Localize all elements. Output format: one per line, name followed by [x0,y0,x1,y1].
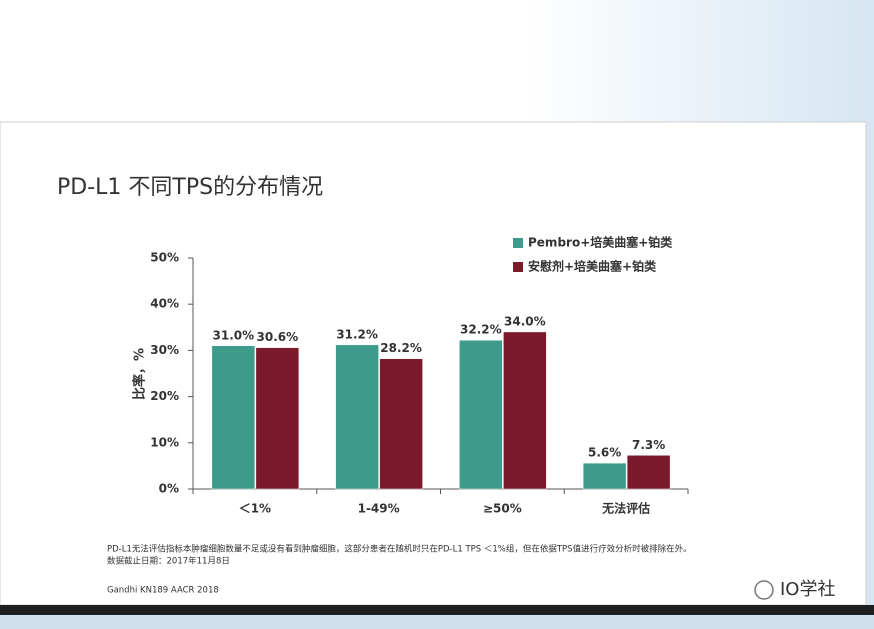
y-tick-label: 10% [150,435,179,449]
bar [255,347,300,490]
bottom-band [0,605,874,615]
bar [626,455,671,490]
x-tick-label: ≥50% [483,502,522,516]
value-label: 7.3% [632,438,665,452]
slide-panel [0,121,867,606]
x-tick-label: 1-49% [358,502,400,516]
y-axis-label: 比率，% [132,348,148,400]
y-tick-label: 30% [150,343,179,357]
legend-label: Pembro+培美曲塞+铂类 [528,235,673,250]
x-tick-label: 无法评估 [601,501,650,516]
y-tick-label: 20% [150,389,179,403]
value-label: 31.0% [213,328,255,342]
x-tick-label: ＜1% [239,502,271,516]
value-label: 31.2% [336,327,378,341]
legend-label: 安慰剂+培美曲塞+铂类 [528,259,657,274]
value-label: 5.6% [588,446,621,460]
legend-swatch [513,238,523,248]
value-label: 34.0% [504,314,546,328]
value-label: 32.2% [460,323,502,337]
bar [459,339,503,490]
bottom-sky [0,615,874,629]
y-tick-label: 50% [150,251,179,265]
bar [582,462,627,490]
footnote: PD-L1无法评估指标本肿瘤细胞数量不足或没有看到肿瘤细胞，这部分患者在随机时只… [107,544,692,555]
value-label: 30.6% [257,330,299,344]
footnote: 数据截止日期：2017年11月8日 [107,556,230,567]
watermark: IO学社 [780,579,835,600]
bar [335,344,379,490]
slide-title: PD-L1 不同TPS的分布情况 [57,175,323,200]
bar [211,345,256,490]
bar [379,358,423,490]
bar [503,331,547,490]
source: Gandhi KN189 AACR 2018 [107,586,219,596]
legend-swatch [513,262,523,272]
value-label: 28.2% [380,341,422,355]
y-tick-label: 40% [150,297,179,311]
y-tick-label: 0% [159,482,179,496]
watermark-icon [754,580,774,600]
